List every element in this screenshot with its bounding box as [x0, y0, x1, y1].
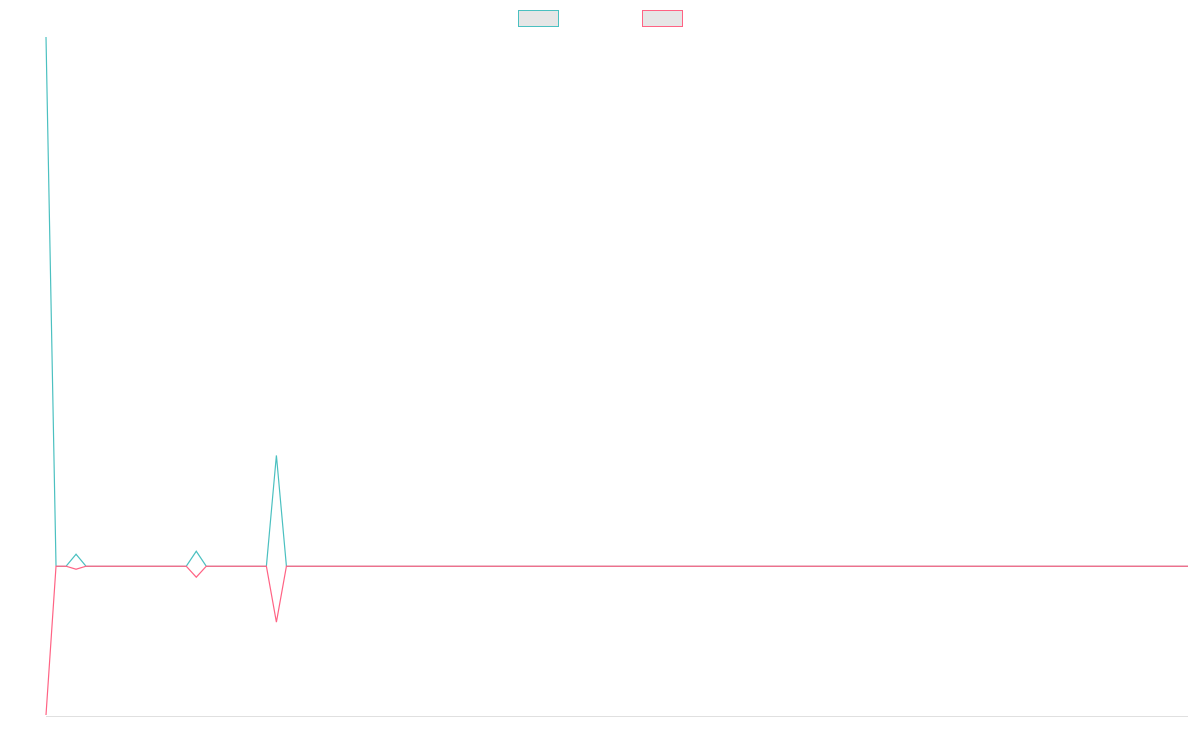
data-line	[45, 565, 1188, 716]
legend-swatch[interactable]	[642, 10, 683, 27]
data-line	[45, 36, 1188, 567]
legend-swatch[interactable]	[518, 10, 559, 27]
